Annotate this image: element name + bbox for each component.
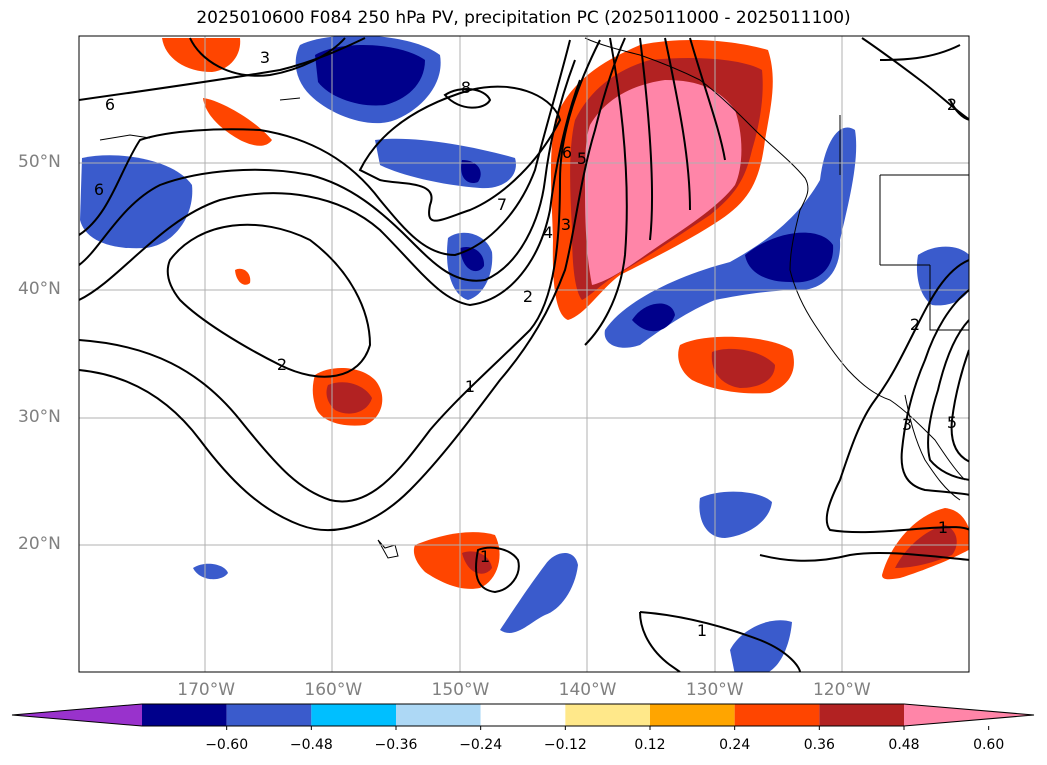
contour-label: 5 [577, 149, 587, 168]
lat-label: 20°N [18, 533, 61, 554]
colorbar-segment [565, 704, 650, 726]
colorbar-segment [734, 704, 820, 726]
colorbar-tick-label: −0.60 [205, 737, 249, 753]
lat-label: 40°N [18, 279, 61, 300]
contour-label: 3 [561, 215, 571, 234]
contour-label: 2 [523, 287, 533, 306]
contour-label: 6 [562, 143, 572, 162]
contour-label: 3 [902, 415, 912, 434]
colorbar-tick-label: −0.12 [543, 737, 587, 753]
map-frame [78, 35, 970, 673]
contour-label: 1 [697, 621, 707, 640]
lon-label: 120°W [812, 680, 871, 700]
contour-label: 2 [910, 315, 920, 334]
coastlines [99, 37, 969, 559]
negative-anomaly-shading [80, 36, 969, 672]
colorbar-tick-label: −0.36 [374, 737, 418, 753]
pv-contours [79, 37, 969, 672]
colorbar-overflow [904, 704, 1034, 726]
lon-label: 150°W [431, 680, 490, 700]
colorbar-tick-label: 0.24 [719, 737, 751, 753]
contour-label: 6 [94, 180, 104, 199]
contour-label: 6 [105, 95, 115, 114]
lon-label: 140°W [558, 680, 617, 700]
contour-label: 7 [497, 195, 507, 214]
colorbar-segment [142, 704, 227, 726]
graticule [79, 36, 969, 672]
colorbar-tick-label: 0.12 [634, 737, 666, 753]
positive-anomaly-shading [162, 38, 969, 589]
colorbar-segment [819, 704, 904, 726]
lat-label: 50°N [18, 152, 61, 173]
lon-label: 130°W [685, 680, 744, 700]
map-title: 2025010600 F084 250 hPa PV, precipitatio… [196, 8, 851, 28]
colorbar-tick-label: −0.24 [459, 737, 503, 753]
colorbar-segment [311, 704, 396, 726]
contour-label: 1 [465, 377, 475, 396]
lon-label: 160°W [304, 680, 363, 700]
lat-label: 30°N [18, 406, 61, 427]
colorbar-outline [11, 703, 1035, 727]
colorbar-tick-label: 0.36 [803, 737, 835, 753]
contour-label: 4 [543, 223, 553, 242]
contour-labels: 6 3 8 6 7 4 3 6 5 2 1 2 1 1 1 2 3 5 2 [94, 48, 957, 640]
colorbar [11, 703, 1035, 730]
colorbar-segment [226, 704, 312, 726]
colorbar-tick-label: 0.48 [888, 737, 920, 753]
contour-label: 5 [947, 413, 957, 432]
colorbar-segment [396, 704, 481, 726]
lon-label: 170°W [177, 680, 236, 700]
contour-label: 1 [938, 518, 948, 537]
colorbar-tick-label: −0.48 [289, 737, 333, 753]
colorbar-segment [650, 704, 735, 726]
contour-label: 3 [260, 48, 270, 67]
contour-label: 2 [947, 95, 957, 114]
contour-label: 1 [480, 547, 490, 566]
colorbar-segment [480, 704, 566, 726]
contour-label: 8 [461, 78, 471, 97]
contour-label: 2 [277, 355, 287, 374]
colorbar-underflow [12, 704, 142, 726]
colorbar-tick-label: 0.60 [973, 737, 1005, 753]
